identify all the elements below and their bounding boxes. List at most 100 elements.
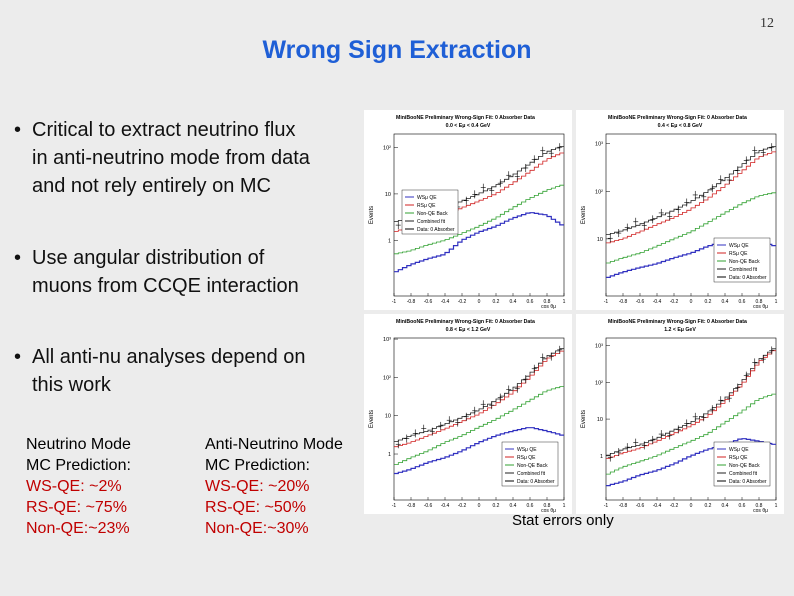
series-ws-qe [394, 212, 564, 273]
x-tick-label: 0.6 [527, 503, 534, 509]
series-non-qe-back [394, 184, 564, 255]
x-axis-label: cos θμ [541, 304, 556, 310]
x-tick-label: -0.8 [619, 503, 628, 509]
x-tick-label: 1 [775, 299, 778, 305]
x-tick-label: -1 [604, 503, 609, 509]
antineutrino-non-qe: Non-QE:~30% [205, 520, 309, 537]
legend-entry: WSμ QE [729, 243, 749, 249]
x-tick-label: 0.6 [739, 299, 746, 305]
y-tick-label: 10² [595, 380, 603, 386]
y-tick-label: 10³ [595, 142, 603, 148]
chart-3: MiniBooNE Preliminary Wrong-Sign Fit: 0 … [369, 319, 566, 514]
chart-panel-3: MiniBooNE Preliminary Wrong-Sign Fit: 0 … [364, 314, 572, 514]
chart-panel-2: MiniBooNE Preliminary Wrong-Sign Fit: 0 … [576, 110, 784, 310]
x-tick-label: 1 [563, 503, 566, 509]
chart-1: MiniBooNE Preliminary Wrong-Sign Fit: 0 … [369, 115, 566, 310]
neutrino-non-qe: Non-QE:~23% [26, 520, 130, 537]
bullet-2-text: Use angular distribution of muons from C… [32, 247, 299, 297]
legend-entry: Combined fit [417, 219, 446, 225]
x-tick-label: -1 [604, 299, 609, 305]
legend-entry: WSμ QE [417, 195, 437, 201]
x-tick-label: -0.4 [653, 299, 662, 305]
antineutrino-ws-qe: WS-QE: ~20% [205, 478, 310, 495]
x-tick-label: 0.2 [705, 299, 712, 305]
x-tick-label: -0.4 [441, 299, 450, 305]
y-tick-label: 10 [385, 414, 391, 420]
x-tick-label: 1 [563, 299, 566, 305]
x-tick-label: 0 [478, 503, 481, 509]
x-tick-label: 0.6 [739, 503, 746, 509]
chart-2: MiniBooNE Preliminary Wrong-Sign Fit: 0 … [581, 115, 778, 310]
neutrino-mode-column: Neutrino Mode MC Prediction: WS-QE: ~2% … [26, 434, 131, 539]
chart-4: MiniBooNE Preliminary Wrong-Sign Fit: 0 … [581, 319, 778, 514]
chart-title: MiniBooNE Preliminary Wrong-Sign Fit: 0 … [396, 115, 535, 121]
x-axis-label: cos θμ [753, 508, 768, 514]
antineutrino-subheading: MC Prediction: [205, 457, 310, 474]
bullet-dot: • [14, 119, 22, 141]
x-tick-label: 0.8 [544, 503, 551, 509]
legend-entry: WSμ QE [517, 447, 537, 453]
x-tick-label: 1 [775, 503, 778, 509]
slide-title: Wrong Sign Extraction [262, 36, 532, 64]
x-tick-label: 0.4 [722, 503, 729, 509]
x-tick-label: 0 [690, 503, 693, 509]
y-tick-label: 10² [383, 146, 391, 152]
x-tick-label: 0.4 [510, 299, 517, 305]
y-axis-label: Events [581, 206, 587, 224]
bullet-dot: • [14, 247, 22, 269]
antineutrino-rs-qe: RS-QE: ~50% [205, 499, 306, 516]
x-tick-label: -0.2 [458, 503, 467, 509]
y-tick-label: 1 [388, 452, 391, 458]
x-tick-label: -0.6 [424, 299, 433, 305]
neutrino-rs-qe: RS-QE: ~75% [26, 499, 127, 516]
y-axis-label: Events [369, 206, 375, 224]
x-tick-label: -0.8 [407, 503, 416, 509]
stat-errors-note: Stat errors only [512, 512, 614, 529]
neutrino-heading: Neutrino Mode [26, 436, 131, 453]
x-axis-label: cos θμ [753, 304, 768, 310]
x-tick-label: -0.2 [458, 299, 467, 305]
series-non-qe-back [606, 393, 776, 475]
legend-entry: Non-QE Back [729, 259, 760, 265]
x-tick-label: 0.4 [510, 503, 517, 509]
legend-entry: Non-QE Back [729, 463, 760, 469]
x-tick-label: -1 [392, 299, 397, 305]
x-tick-label: -0.8 [619, 299, 628, 305]
x-tick-label: -0.6 [636, 503, 645, 509]
x-tick-label: -0.4 [653, 503, 662, 509]
chart-panel-1: MiniBooNE Preliminary Wrong-Sign Fit: 0 … [364, 110, 572, 310]
x-tick-label: -0.8 [407, 299, 416, 305]
y-axis-label: Events [369, 410, 375, 428]
chart-title: MiniBooNE Preliminary Wrong-Sign Fit: 0 … [608, 319, 747, 325]
legend-entry: Non-QE Back [417, 211, 448, 217]
series-ws-qe [606, 438, 776, 487]
chart-subtitle: 0.0 < Eμ < 0.4 GeV [446, 123, 491, 129]
y-axis-label: Events [581, 410, 587, 428]
bullet-dot: • [14, 346, 22, 368]
bullet-3-text: All anti-nu analyses depend on this work [32, 346, 306, 396]
y-tick-label: 1 [600, 454, 603, 460]
neutrino-subheading: MC Prediction: [26, 457, 131, 474]
chart-title: MiniBooNE Preliminary Wrong-Sign Fit: 0 … [608, 115, 747, 121]
legend-entry: Combined fit [729, 471, 758, 477]
legend-entry: Data: 0 Absorber [729, 275, 767, 281]
x-tick-label: -1 [392, 503, 397, 509]
chart-subtitle: 0.4 < Eμ < 0.8 GeV [658, 123, 703, 129]
y-tick-label: 10³ [595, 344, 603, 350]
series-combined-fit [606, 146, 776, 235]
antineutrino-heading: Anti-Neutrino Mode [205, 436, 343, 453]
x-tick-label: 0.8 [756, 299, 763, 305]
legend-entry: Combined fit [729, 267, 758, 273]
x-tick-label: 0.8 [544, 299, 551, 305]
x-tick-label: -0.2 [670, 299, 679, 305]
series-non-qe-back [394, 386, 564, 465]
chart-panel-4: MiniBooNE Preliminary Wrong-Sign Fit: 0 … [576, 314, 784, 514]
page-number: 12 [760, 16, 774, 31]
x-tick-label: -0.2 [670, 503, 679, 509]
y-tick-label: 10³ [383, 337, 391, 343]
x-tick-label: -0.6 [424, 503, 433, 509]
legend-entry: RSμ QE [729, 251, 748, 257]
chart-title: MiniBooNE Preliminary Wrong-Sign Fit: 0 … [396, 319, 535, 325]
legend-entry: RSμ QE [729, 455, 748, 461]
legend-entry: Data: 0 Absorber [417, 227, 455, 233]
